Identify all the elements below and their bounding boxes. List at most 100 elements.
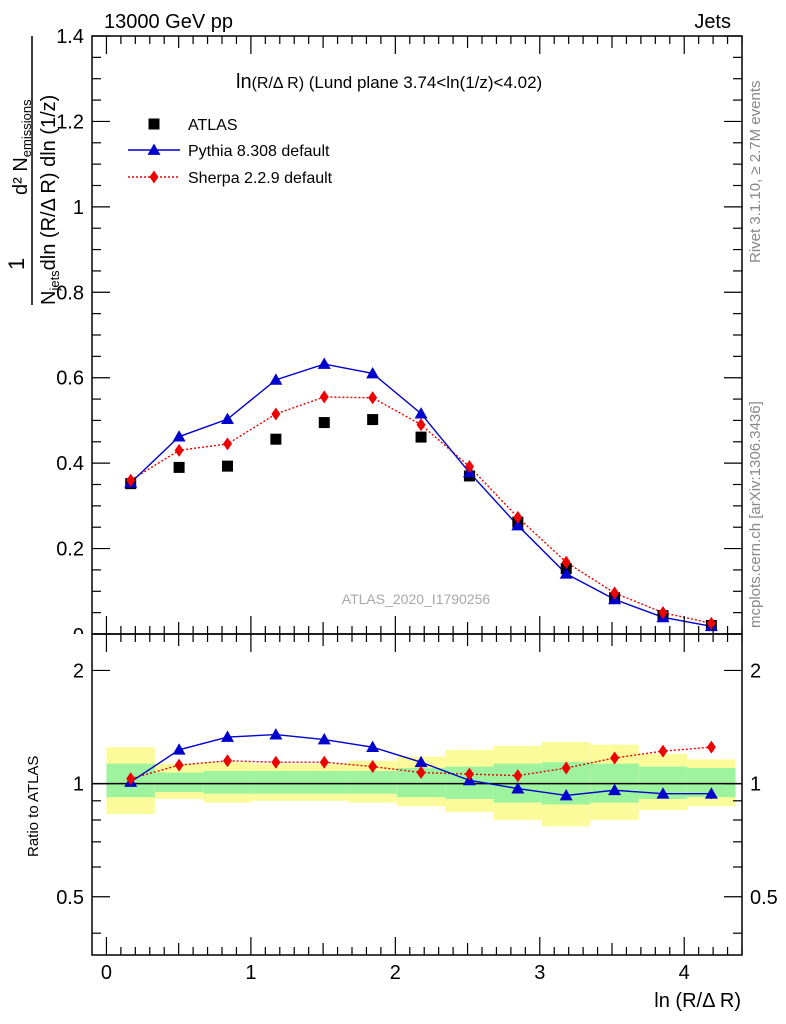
pythia-ratio-point [414,755,428,768]
ratio-ytick-label-right: 0.5 [750,887,778,909]
band-inner-bin [154,772,204,792]
sherpa-point [610,586,620,600]
main-ytick-label: 1.2 [56,111,84,133]
legend-marker-square [148,118,160,130]
ratio-xtick-label: 3 [534,962,545,984]
ratio-xtick-label: 4 [679,962,690,984]
sherpa-ratio-point [561,761,571,775]
legend-label: ATLAS [188,117,238,134]
atlas-point [367,414,379,426]
sherpa-point [658,606,668,620]
main-ytick-label: 0.2 [56,539,84,561]
sherpa-ratio-point [368,760,378,774]
pythia-ratio-point [511,782,525,794]
pythia-ratio-point [559,788,573,801]
sherpa-ratio-point [174,758,184,772]
sherpa-ratio-point [271,755,281,769]
legend-label: Pythia 8.308 default [188,143,330,160]
pythia-point [317,357,331,369]
pythia-point [414,407,428,419]
rivet-label: Rivet 3.1.10, ≥ 2.7M events [747,81,764,264]
header-jets: Jets [694,11,731,33]
sherpa-ratio-point [610,751,620,765]
sherpa-ratio-point [319,755,329,769]
plot-title-small: (R/Δ R) [252,75,304,92]
pythia-ratio-point [656,787,670,799]
ylabel-numerator: d² Nemissions [10,99,34,195]
atlas-point [270,433,282,445]
sherpa-point [416,418,426,432]
sherpa-point [222,437,232,451]
atlas-point [415,431,427,443]
sherpa-point [561,555,571,569]
ratio-ytick-label-left: 1 [73,774,84,796]
band-inner-bin [203,771,252,794]
main-ytick-label: 0.8 [56,282,84,304]
pythia-point [511,519,525,531]
ratio-ytick-label-right: 1 [750,774,761,796]
pythia-point [559,567,573,579]
ratio-xtick-label: 2 [390,962,401,984]
ratio-xtick-label: 1 [245,962,256,984]
atlas-point [318,417,330,429]
watermark: ATLAS_2020_I1790256 [342,591,491,607]
ylabel-denominator: Njetsdln (R/Δ R) dln (1/z) [38,95,62,305]
sherpa-ratio-point [513,769,523,783]
pythia-ratio-point [317,733,331,745]
sherpa-ratio-point [126,772,136,786]
sherpa-ratio-point [658,744,668,758]
legend-item-triangle: Pythia 8.308 default [128,143,330,160]
atlas-point [173,461,185,473]
pythia-ratio-point [366,740,380,753]
main-ytick-label: 1 [73,197,84,219]
main-ytick-label: 0.6 [56,368,84,390]
sherpa-point [513,510,523,524]
ratio-ytick-label-left: 2 [73,660,84,682]
pythia-ratio-point [172,743,186,755]
atlas-point [221,460,233,472]
top-ylabel: 1 d² Nemissions Njetsdln (R/Δ R) dln (1/… [4,36,62,305]
main-ytick-label-zero: 0 [73,625,84,647]
ratio-ylabel: Ratio to ATLAS [25,756,42,857]
band-inner-bin [251,771,300,794]
legend-label: Sherpa 2.2.9 default [188,170,333,187]
ratio-xtick-label: 0 [101,962,112,984]
pythia-ratio-point [608,783,622,796]
plot-title-prefix: ln [236,71,252,93]
sherpa-ratio-point [222,754,232,768]
legend-marker-diamond [149,170,159,184]
main-ytick-label: 1.4 [56,26,84,48]
legend-item-diamond: Sherpa 2.2.9 default [128,170,333,187]
sherpa-point [126,473,136,487]
band-inner-bin [348,771,397,794]
legend-item-square: ATLAS [148,117,238,134]
ratio-ytick-label-left: 0.5 [56,887,84,909]
pythia-point [366,366,380,379]
sherpa-point [174,443,184,457]
main-ytick-label: 0.4 [56,453,84,475]
sherpa-point [464,460,474,474]
mcplots-label: mcplots.cern.ch [arXiv:1306.3436] [747,401,764,628]
band-inner-bin [300,771,349,794]
ratio-frame [91,633,743,956]
sherpa-point [368,391,378,405]
pythia-ratio-point [220,730,234,742]
pythia-ratio-point [269,728,283,740]
sherpa-ratio-point [416,766,426,780]
main-panel: 0.2 0.4 0.6 0.8 1 1.2 1.4 0 [56,26,743,647]
pythia-point [269,373,283,385]
pythia-point [220,412,234,425]
legend-marker-triangle [147,143,161,155]
x-axis-label: ln (R/Δ R) [654,990,741,1012]
sherpa-point [271,407,281,421]
sherpa-ratio-point [706,740,716,754]
ylabel-one: 1 [4,258,29,270]
sherpa-ratio-point [464,767,474,781]
plot-title-rest: (Lund plane 3.74<ln(1/z)<4.02) [304,73,542,92]
ratio-panel: 0 1 2 3 4 0.5 0.5 1 1 2 2 [56,633,778,984]
sherpa-point [319,390,329,404]
plot-title: ln(R/Δ R) (Lund plane 3.74<ln(1/z)<4.02) [236,71,542,93]
ratio-ytick-label-right: 2 [750,660,761,682]
